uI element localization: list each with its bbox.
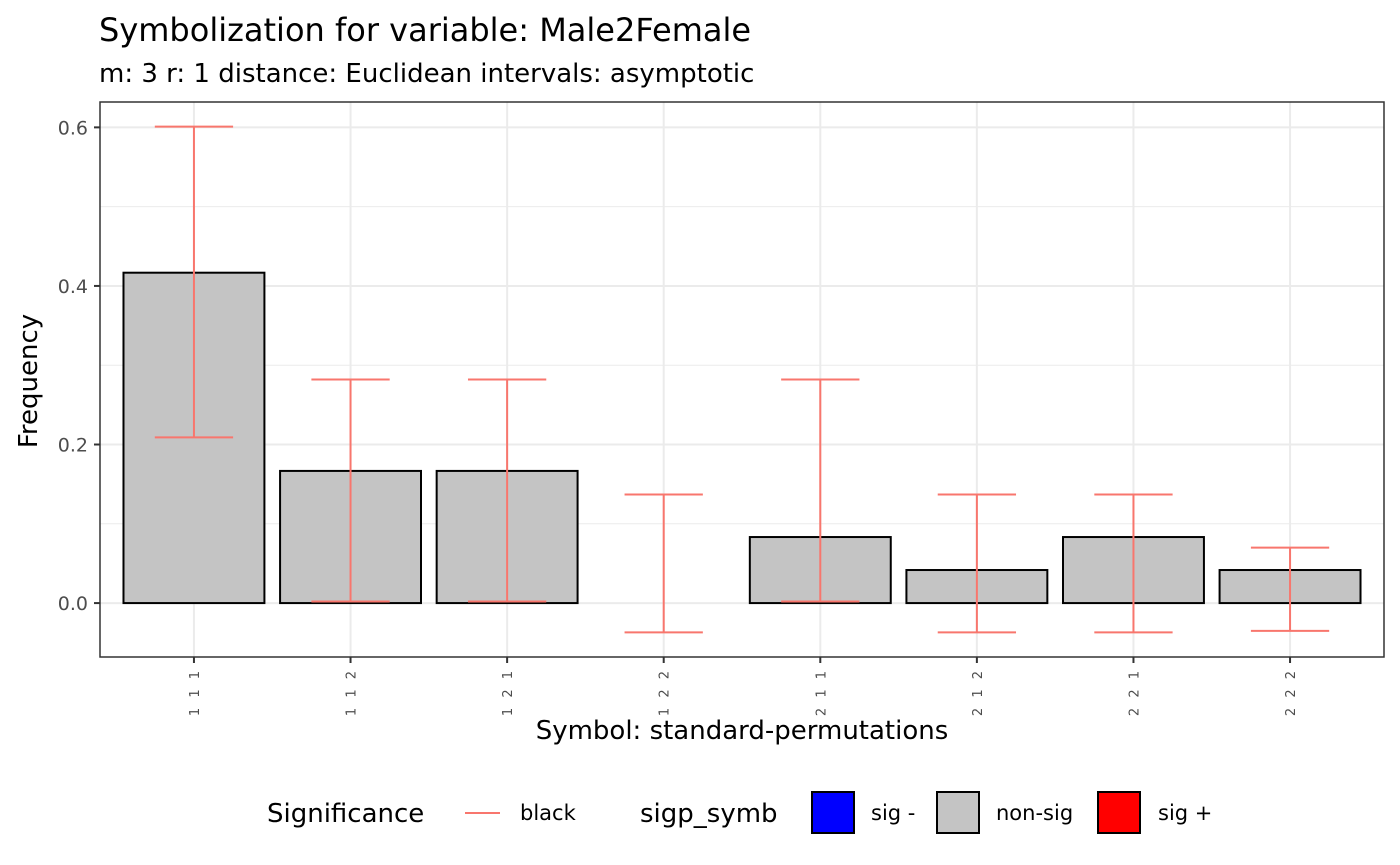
x-tick-label: 2 1 2 [971, 668, 986, 716]
x-tick-label: 2 2 2 [1284, 668, 1299, 716]
legend-title-significance: Significance [267, 799, 424, 829]
x-axis-ticks: 1 1 1 1 1 2 1 2 1 1 2 2 2 1 1 2 1 2 2 2 1 2 2 2 [188, 657, 1299, 716]
legend-label-black: black [520, 801, 577, 825]
legend: Significance black sigp_symb sig - non-s… [267, 791, 1212, 834]
legend-label-non-sig: non-sig [996, 801, 1073, 825]
legend-key-sig-minus [811, 791, 855, 834]
legend-key-sig-plus [1097, 791, 1141, 834]
x-tick-label: 1 2 1 [501, 668, 516, 716]
y-tick-label: 0.2 [58, 435, 88, 457]
x-axis-label: Symbol: standard-permutations [536, 716, 949, 746]
x-tick-label: 1 1 2 [345, 668, 360, 716]
y-tick-label: 0.6 [58, 117, 88, 139]
y-tick-label: 0.0 [58, 593, 88, 615]
chart-title: Symbolization for variable: Male2Female [99, 11, 751, 49]
legend-key-non-sig [936, 791, 980, 834]
panel-border [99, 101, 1385, 658]
legend-title-sigp-symb: sigp_symb [640, 799, 778, 829]
legend-label-sig-plus: sig + [1158, 801, 1212, 825]
y-axis-label: Frequency [14, 314, 44, 448]
x-tick-label: 1 2 2 [658, 668, 673, 716]
error-bars [154, 125, 1330, 634]
bars [122, 271, 1362, 605]
x-tick-label: 2 1 1 [814, 668, 829, 716]
x-tick-label: 2 2 1 [1127, 668, 1142, 716]
y-tick-label: 0.4 [58, 276, 88, 298]
x-tick-label: 1 1 1 [188, 668, 203, 716]
chart-subtitle: m: 3 r: 1 distance: Euclidean intervals:… [99, 59, 754, 89]
legend-label-sig-minus: sig - [871, 801, 915, 825]
y-axis-ticks: 0.0 0.2 0.4 0.6 [58, 117, 100, 615]
